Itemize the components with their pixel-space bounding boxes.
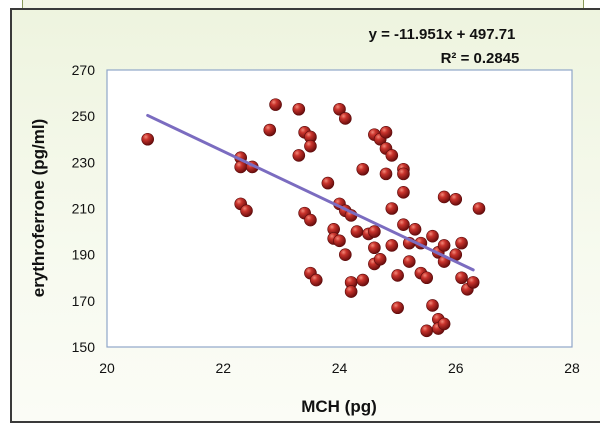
- data-point: [333, 102, 346, 116]
- data-point: [379, 167, 393, 181]
- data-point: [292, 102, 306, 116]
- data-point: [397, 186, 410, 199]
- data-point: [344, 285, 358, 298]
- y-tick-label: 270: [72, 62, 96, 78]
- data-point: [356, 273, 370, 287]
- y-axis: 150 170 190 210 230 250 270: [72, 62, 96, 355]
- data-point: [437, 190, 451, 204]
- x-axis: 20 22 24 26 28: [99, 360, 580, 376]
- y-tick-label: 210: [72, 201, 96, 217]
- data-point: [420, 271, 433, 285]
- x-axis-title: MCH (pg): [301, 397, 377, 416]
- data-point: [391, 269, 404, 282]
- y-tick-label: 250: [72, 108, 96, 124]
- data-point: [373, 252, 387, 266]
- data-point: [356, 162, 370, 176]
- trendline: [146, 113, 475, 272]
- data-point: [141, 132, 154, 146]
- data-points: [141, 98, 486, 338]
- equation-label: y = -11.951x + 497.71: [369, 26, 516, 43]
- data-point: [391, 301, 404, 315]
- y-tick-label: 150: [72, 339, 96, 355]
- data-point: [437, 239, 451, 252]
- data-point: [368, 225, 381, 238]
- data-point: [269, 98, 282, 111]
- data-point: [339, 112, 352, 125]
- data-point: [292, 149, 306, 162]
- y-tick-label: 170: [72, 293, 96, 309]
- scatter-chart: 150 170 190 210 230 250 270 20 22 24 26 28 y = -11…: [29, 26, 580, 416]
- x-tick-label: 28: [564, 360, 580, 376]
- data-point: [385, 239, 399, 252]
- data-point: [304, 139, 317, 153]
- x-tick-label: 26: [448, 360, 464, 376]
- data-point: [426, 229, 439, 243]
- data-point: [379, 126, 393, 139]
- data-point: [397, 167, 410, 181]
- data-point: [368, 241, 381, 255]
- data-point: [472, 202, 486, 215]
- chart-area: 150 170 190 210 230 250 270 20 22 24 26 28 y = -11…: [10, 8, 600, 423]
- data-point: [426, 299, 439, 312]
- data-point: [321, 176, 335, 190]
- data-point: [309, 273, 323, 287]
- data-point: [397, 218, 410, 231]
- data-point: [437, 317, 451, 331]
- x-tick-label: 24: [332, 360, 348, 376]
- data-point: [304, 213, 317, 227]
- data-point: [449, 192, 463, 206]
- x-tick-label: 20: [99, 360, 115, 376]
- r-squared-label: R² = 0.2845: [441, 50, 520, 67]
- y-tick-label: 190: [72, 247, 96, 263]
- data-point: [339, 248, 352, 261]
- data-point: [333, 234, 346, 248]
- data-point: [263, 123, 277, 137]
- y-axis-title: erythroferrone (pg/ml): [29, 119, 48, 298]
- data-point: [402, 255, 416, 268]
- data-point: [466, 276, 480, 289]
- data-point: [455, 236, 468, 250]
- x-tick-label: 22: [215, 360, 231, 376]
- data-point: [408, 222, 422, 236]
- data-point: [420, 324, 433, 338]
- data-point: [385, 149, 399, 162]
- data-point: [455, 271, 468, 285]
- data-point: [385, 202, 399, 215]
- data-point: [350, 225, 364, 238]
- y-tick-label: 230: [72, 154, 96, 170]
- data-point: [240, 204, 253, 218]
